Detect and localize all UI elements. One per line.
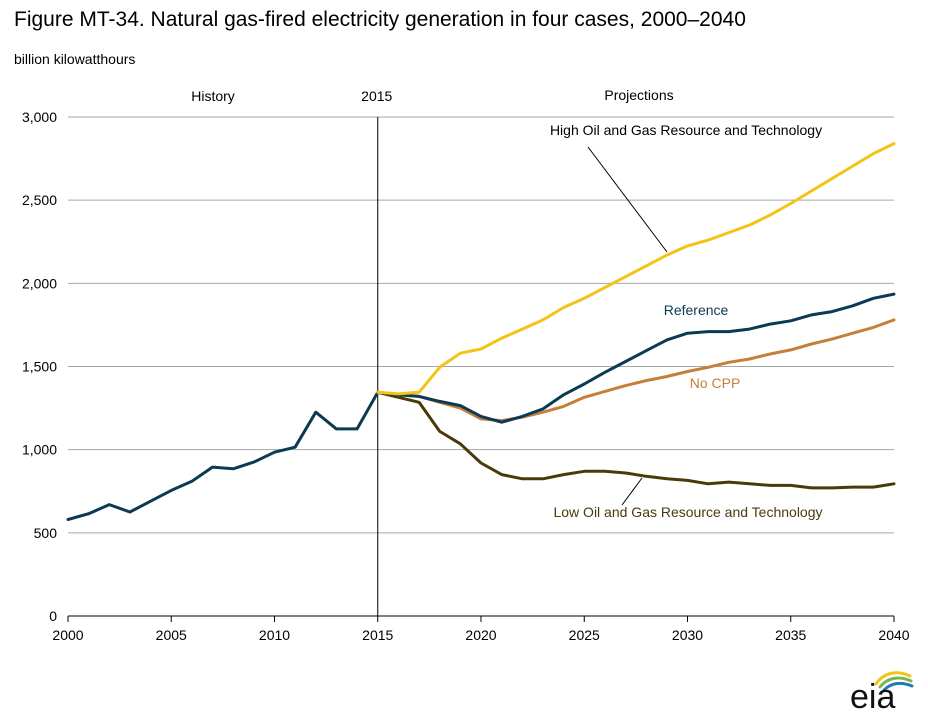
divider-label: 2015 bbox=[361, 88, 392, 104]
series-line-reference bbox=[376, 292, 896, 424]
series-line-low-oil-gas bbox=[376, 390, 896, 490]
x-tick-label: 2035 bbox=[775, 627, 806, 643]
annotation-high-oil-gas: High Oil and Gas Resource and Technology bbox=[550, 122, 822, 138]
annotation-reference: Reference bbox=[664, 302, 729, 318]
low-case-leader bbox=[621, 477, 643, 506]
annotations: High Oil and Gas Resource and Technology… bbox=[550, 122, 823, 520]
y-tick-label: 1,500 bbox=[22, 359, 57, 375]
logo-text: eia bbox=[850, 678, 895, 712]
history-projection-divider: 2015 History Projections bbox=[191, 87, 674, 616]
y-tick-label: 0 bbox=[49, 608, 57, 624]
x-tick-label: 2020 bbox=[465, 627, 496, 643]
annotation-low-oil-gas: Low Oil and Gas Resource and Technology bbox=[553, 504, 822, 520]
y-tick-label: 2,500 bbox=[22, 192, 57, 208]
series-line-history bbox=[66, 390, 380, 521]
series-line-high-oil-gas bbox=[376, 142, 896, 396]
y-tick-label: 1,000 bbox=[22, 442, 57, 458]
x-tick-label: 2025 bbox=[569, 627, 600, 643]
annotation-leaders bbox=[587, 146, 668, 506]
projections-label: Projections bbox=[604, 87, 673, 103]
y-tick-label: 500 bbox=[34, 525, 58, 541]
x-tick-label: 2040 bbox=[878, 627, 909, 643]
y-axis-units: billion kilowatthours bbox=[14, 51, 136, 67]
series-line-no-cpp bbox=[376, 318, 896, 423]
y-tick-label: 3,000 bbox=[22, 109, 57, 125]
history-label: History bbox=[191, 88, 235, 104]
x-tick-label: 2030 bbox=[672, 627, 703, 643]
series-lines bbox=[66, 142, 896, 521]
eia-logo: eia bbox=[850, 668, 914, 712]
x-tick-label: 2000 bbox=[52, 627, 83, 643]
x-axis: 2000 2005 2010 2015 2020 2025 2030 2035 2040 bbox=[52, 616, 910, 643]
x-tick-label: 2015 bbox=[362, 627, 393, 643]
x-tick-label: 2010 bbox=[259, 627, 290, 643]
x-tick-label: 2005 bbox=[156, 627, 187, 643]
gridlines bbox=[68, 116, 894, 617]
y-tick-label: 2,000 bbox=[22, 275, 57, 291]
high-case-leader bbox=[587, 146, 668, 253]
y-tick-labels: 0 500 1,000 1,500 2,000 2,500 3,000 bbox=[22, 109, 57, 624]
annotation-no-cpp: No CPP bbox=[690, 375, 741, 391]
chart-title: Figure MT-34. Natural gas-fired electric… bbox=[14, 8, 746, 31]
